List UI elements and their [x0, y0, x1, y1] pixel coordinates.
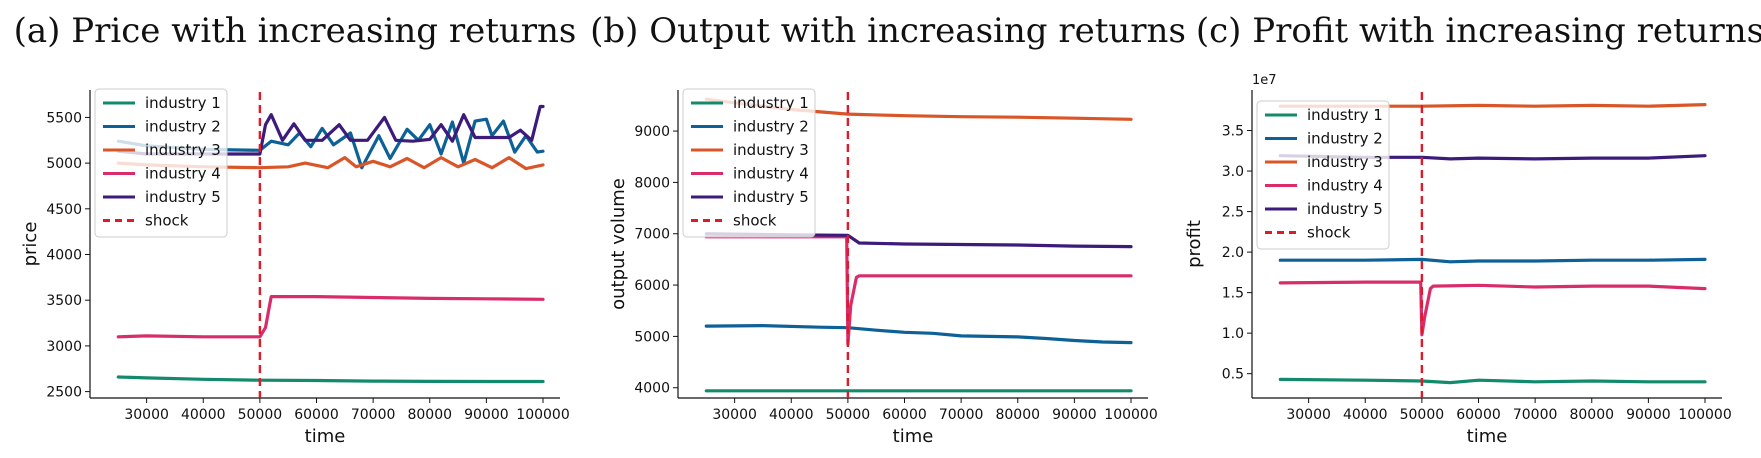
series-line-industry-1 [116, 375, 545, 384]
x-tick-label: 100000 [1678, 407, 1731, 423]
x-tick-label: 40000 [1343, 407, 1388, 423]
panel-title: (b) Output with increasing returns [590, 11, 1186, 51]
y-tick-label: 5000 [634, 329, 670, 345]
y-tick-label: 1.0 [1222, 326, 1244, 342]
x-axis-label: time [1467, 426, 1508, 447]
legend-label: industry 3 [1307, 153, 1383, 171]
legend-label: shock [733, 212, 777, 230]
x-tick-label: 50000 [1400, 407, 1445, 423]
y-tick-label: 7000 [634, 227, 670, 243]
legend-label: industry 5 [1307, 200, 1383, 218]
legend-label: industry 4 [733, 165, 809, 183]
y-tick-label: 4500 [46, 202, 82, 218]
x-axis-label: time [305, 426, 346, 447]
y-tick-label: 2500 [46, 385, 82, 401]
x-tick-label: 60000 [882, 407, 927, 423]
legend-label: industry 5 [145, 188, 221, 206]
x-tick-label: 70000 [939, 407, 984, 423]
y-tick-label: 1.5 [1222, 286, 1244, 302]
panel-2: (b) Output with increasing returns 30000 4… [590, 11, 1186, 447]
y-tick-label: 2.5 [1222, 205, 1244, 221]
legend-label: industry 1 [145, 94, 221, 112]
series-line-industry-4 [704, 235, 1133, 346]
x-tick-label: 100000 [516, 407, 569, 423]
panel-title: (a) Price with increasing returns [14, 11, 577, 51]
y-tick-label: 0.5 [1222, 367, 1244, 383]
y-tick-label: 3500 [46, 293, 82, 309]
legend-label: shock [1307, 224, 1351, 242]
y-tick-label: 9000 [634, 124, 670, 140]
legend: industry 1 industry 2 industry 3 industry 4… [1256, 100, 1390, 250]
series-line-industry-4 [116, 295, 545, 339]
series-line-industry-3 [116, 156, 545, 171]
legend-label: industry 2 [145, 118, 221, 136]
y-axis-label: price [20, 222, 41, 267]
x-tick-label: 40000 [181, 407, 226, 423]
x-tick-label: 60000 [294, 407, 339, 423]
x-tick-label: 90000 [1052, 407, 1097, 423]
x-tick-label: 30000 [1286, 407, 1331, 423]
legend-label: industry 5 [733, 188, 809, 206]
y-tick-label: 3.0 [1222, 164, 1244, 180]
legend-label: industry 2 [733, 118, 809, 136]
x-tick-label: 70000 [1513, 407, 1558, 423]
x-tick-label: 50000 [238, 407, 283, 423]
x-tick-label: 50000 [826, 407, 871, 423]
x-tick-label: 90000 [1626, 407, 1671, 423]
x-tick-label: 80000 [995, 407, 1040, 423]
x-tick-label: 40000 [769, 407, 814, 423]
y-scale-multiplier: 1e7 [1252, 73, 1277, 88]
legend: industry 1 industry 2 industry 3 industry 4… [682, 88, 816, 238]
panel-1: (a) Price with increasing returns 30000 40… [14, 11, 577, 447]
panel-3: (c) Profit with increasing returns 30000 4… [1184, 11, 1761, 447]
panel-title: (c) Profit with increasing returns [1196, 11, 1761, 51]
legend-label: industry 3 [733, 141, 809, 159]
legend-label: industry 2 [1307, 130, 1383, 148]
x-tick-label: 70000 [351, 407, 396, 423]
series-line-industry-2 [116, 117, 545, 170]
series-line-industry-2 [1278, 257, 1707, 264]
series-line-industry-4 [1278, 280, 1707, 337]
x-tick-label: 90000 [464, 407, 509, 423]
y-tick-label: 2.0 [1222, 245, 1244, 261]
legend: industry 1 industry 2 industry 3 industry 4… [94, 88, 228, 238]
series-line-industry-2 [704, 324, 1133, 345]
y-tick-label: 4000 [634, 381, 670, 397]
legend-label: industry 4 [1307, 177, 1383, 195]
y-tick-label: 6000 [634, 278, 670, 294]
x-tick-label: 60000 [1456, 407, 1501, 423]
legend-label: industry 4 [145, 165, 221, 183]
x-tick-label: 80000 [407, 407, 452, 423]
y-tick-label: 4000 [46, 248, 82, 264]
legend-label: industry 3 [145, 141, 221, 159]
x-tick-label: 100000 [1104, 407, 1157, 423]
y-tick-label: 3000 [46, 339, 82, 355]
series-line-industry-1 [1278, 377, 1707, 385]
y-tick-label: 8000 [634, 175, 670, 191]
legend-label: industry 1 [1307, 106, 1383, 124]
x-tick-label: 30000 [712, 407, 757, 423]
x-tick-label: 30000 [124, 407, 169, 423]
y-axis-label: profit [1184, 220, 1205, 268]
legend-label: industry 1 [733, 94, 809, 112]
x-tick-label: 80000 [1569, 407, 1614, 423]
legend-label: shock [145, 212, 189, 230]
series-line-industry-5 [116, 104, 545, 156]
y-axis-label: output volume [608, 178, 629, 310]
y-tick-label: 5000 [46, 156, 82, 172]
y-tick-label: 5500 [46, 110, 82, 126]
y-tick-label: 3.5 [1222, 124, 1244, 140]
x-axis-label: time [893, 426, 934, 447]
